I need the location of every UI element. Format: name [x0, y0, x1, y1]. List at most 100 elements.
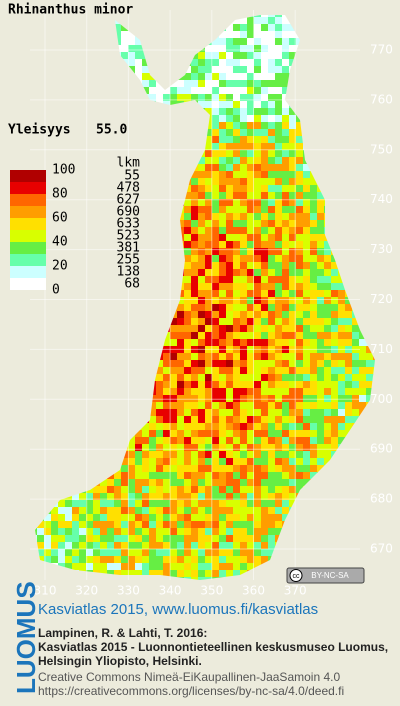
- cell: [289, 185, 296, 192]
- license-line: Creative Commons Nimeä-EiKaupallinen-Jaa…: [38, 670, 340, 684]
- cell: [100, 549, 107, 556]
- cell: [261, 416, 268, 423]
- cell: [240, 521, 247, 528]
- cell: [254, 87, 261, 94]
- cell: [247, 514, 254, 521]
- cell: [226, 276, 233, 283]
- link[interactable]: Kasviatlas 2015, www.luomus.fi/kasviatla…: [38, 601, 318, 618]
- cell: [261, 339, 268, 346]
- cell: [205, 178, 212, 185]
- cell: [324, 451, 331, 458]
- cell: [261, 94, 268, 101]
- cell: [205, 220, 212, 227]
- cell: [191, 297, 198, 304]
- citation-line: Helsingin Yliopisto, Helsinki.: [38, 654, 202, 668]
- cell: [282, 311, 289, 318]
- cell: [198, 227, 205, 234]
- cell: [345, 311, 352, 318]
- cell: [163, 87, 170, 94]
- cell: [261, 465, 268, 472]
- cell: [254, 255, 261, 262]
- cell: [184, 549, 191, 556]
- cell: [282, 395, 289, 402]
- cell: [240, 157, 247, 164]
- cell: [198, 269, 205, 276]
- cell: [359, 353, 366, 360]
- cell: [100, 486, 107, 493]
- cell: [268, 220, 275, 227]
- cell: [317, 437, 324, 444]
- cell: [205, 388, 212, 395]
- cell: [310, 451, 317, 458]
- cell: [212, 234, 219, 241]
- cell: [93, 563, 100, 570]
- cell: [296, 157, 303, 164]
- cell: [282, 318, 289, 325]
- cell: [114, 514, 121, 521]
- cell: [310, 185, 317, 192]
- cell: [226, 220, 233, 227]
- cell: [114, 472, 121, 479]
- cell: [345, 416, 352, 423]
- cell: [198, 332, 205, 339]
- cell: [324, 402, 331, 409]
- cell: [261, 479, 268, 486]
- cell: [135, 458, 142, 465]
- cell: [268, 479, 275, 486]
- cell: [184, 234, 191, 241]
- cell: [261, 521, 268, 528]
- cell: [198, 164, 205, 171]
- cell: [303, 423, 310, 430]
- cell: [198, 374, 205, 381]
- cell: [177, 521, 184, 528]
- cell: [261, 101, 268, 108]
- cell: [289, 129, 296, 136]
- cell: [163, 535, 170, 542]
- cell: [261, 556, 268, 563]
- cell: [275, 486, 282, 493]
- cell: [324, 283, 331, 290]
- cell: [296, 353, 303, 360]
- cell: [121, 458, 128, 465]
- cell: [289, 437, 296, 444]
- cell: [212, 73, 219, 80]
- cell: [303, 479, 310, 486]
- cell: [191, 227, 198, 234]
- cell: [247, 59, 254, 66]
- cell: [128, 31, 135, 38]
- cell: [142, 486, 149, 493]
- cell: [156, 486, 163, 493]
- cell: [170, 556, 177, 563]
- cell: [366, 346, 373, 353]
- cell: [226, 465, 233, 472]
- cell: [254, 192, 261, 199]
- cell: [261, 297, 268, 304]
- cell: [240, 52, 247, 59]
- cell: [275, 185, 282, 192]
- cell: [226, 52, 233, 59]
- cell: [310, 290, 317, 297]
- cell: [219, 38, 226, 45]
- cell: [275, 437, 282, 444]
- cell: [359, 402, 366, 409]
- cell: [184, 381, 191, 388]
- cell: [212, 220, 219, 227]
- cell: [268, 416, 275, 423]
- cell: [331, 437, 338, 444]
- cell: [142, 542, 149, 549]
- cell: [37, 521, 44, 528]
- cell: [72, 528, 79, 535]
- cell: [177, 507, 184, 514]
- legend-count: 381: [117, 241, 140, 256]
- cell: [233, 276, 240, 283]
- cell: [275, 122, 282, 129]
- cell: [268, 129, 275, 136]
- cell: [289, 430, 296, 437]
- cell: [366, 360, 373, 367]
- cell: [212, 178, 219, 185]
- cell: [219, 472, 226, 479]
- cell: [261, 360, 268, 367]
- cell: [163, 444, 170, 451]
- cell: [317, 465, 324, 472]
- cell: [296, 381, 303, 388]
